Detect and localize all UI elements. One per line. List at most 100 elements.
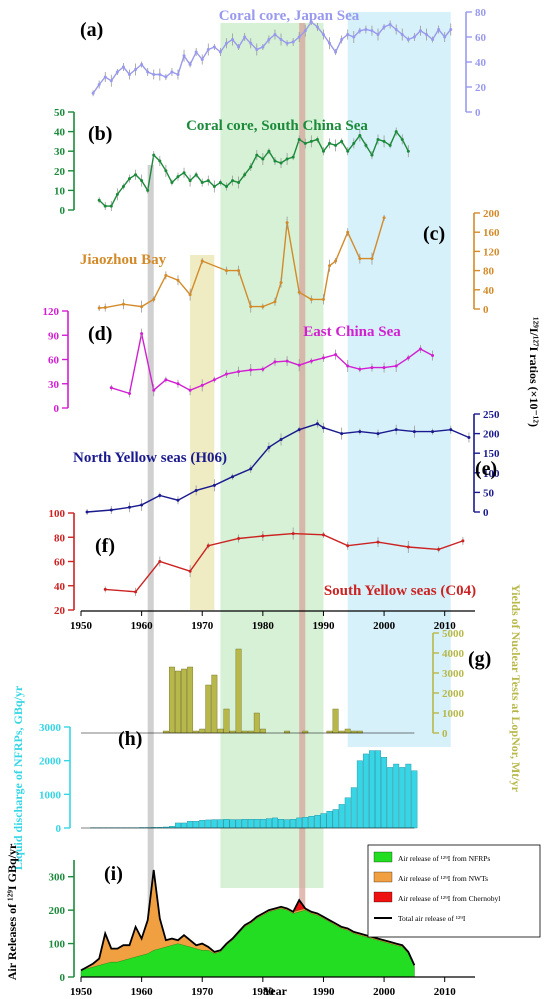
y-tick-label-a: 0 (475, 107, 481, 119)
y-tick-label-g: 1000 (442, 708, 465, 720)
panel-title-c: Jiaozhou Bay (80, 252, 167, 268)
x-tick-label: 1980 (252, 620, 275, 632)
bar-h (344, 797, 351, 829)
data-point-b (370, 153, 374, 157)
bar-h (326, 810, 333, 829)
y-tick-label-a: 60 (475, 32, 487, 44)
data-point-f (437, 547, 441, 551)
y-tick-label-e: 250 (483, 409, 500, 421)
x-tick-label: 2010 (434, 986, 457, 998)
data-point-d (406, 356, 410, 360)
data-point-c (279, 281, 283, 285)
bar-h (181, 822, 187, 829)
data-point-a (212, 45, 216, 49)
data-point-a (340, 38, 344, 41)
data-point-b (364, 143, 368, 147)
data-point-b (382, 139, 386, 143)
data-point-e (297, 428, 301, 432)
y-tick-label-c: 120 (483, 246, 500, 258)
x-tick-label: 1950 (70, 620, 93, 632)
chart-panels: 0204060800102030405004080120160200030609… (5, 7, 523, 998)
y-tick-label-a: 40 (475, 57, 487, 69)
data-point-a (279, 38, 283, 41)
data-point-a (358, 29, 362, 33)
bar-g (187, 666, 194, 734)
data-point-a (182, 54, 186, 58)
data-point-c (164, 273, 168, 277)
data-point-a (431, 38, 435, 41)
data-point-c (140, 305, 144, 309)
data-point-a (255, 48, 259, 51)
data-point-b (121, 184, 125, 188)
data-point-a (109, 79, 113, 83)
data-point-a (303, 29, 307, 33)
highlight-band (220, 23, 324, 888)
data-point-b (206, 179, 210, 183)
data-point-a (364, 28, 368, 31)
data-point-d (152, 388, 156, 392)
data-point-b (224, 184, 228, 188)
data-point-a (200, 58, 204, 61)
data-point-f (134, 590, 138, 594)
data-point-e (267, 445, 271, 449)
x-tick-label: 1960 (131, 986, 154, 998)
data-point-a (231, 38, 235, 41)
data-point-b (158, 159, 162, 163)
data-point-b (285, 157, 289, 161)
y-tick-label-c: 80 (483, 266, 495, 278)
data-point-e (467, 436, 471, 440)
legend-entry: Air release of ¹²⁹I from NWTs (398, 874, 488, 883)
legend-entry-total: Total air release of ¹²⁹I (398, 914, 466, 923)
data-point-e (249, 467, 253, 471)
data-point-e (279, 437, 283, 441)
y-tick-label-g: 4000 (442, 648, 465, 660)
data-point-c (224, 269, 228, 273)
bar-h (223, 819, 230, 829)
data-point-d (164, 378, 168, 382)
y-tick-label-b: 20 (54, 166, 66, 178)
data-point-e (376, 432, 380, 436)
bar-h (314, 815, 321, 829)
data-point-b (243, 173, 247, 177)
y-tick-label-b: 40 (54, 127, 66, 139)
panel-title-e: North Yellow seas (H06) (73, 450, 227, 466)
data-point-a (261, 45, 265, 49)
data-point-d (127, 391, 131, 395)
data-point-e (127, 505, 131, 509)
data-point-a (334, 50, 338, 54)
data-point-c (328, 264, 332, 268)
data-point-b (231, 179, 235, 183)
data-point-f (103, 587, 107, 591)
data-point-a (97, 83, 101, 86)
y-tick-label-f: 80 (54, 532, 66, 544)
bar-h (356, 760, 363, 829)
y-tick-label-h: 0 (56, 823, 62, 835)
data-point-b (182, 171, 186, 175)
data-point-d (382, 366, 386, 370)
data-point-a (394, 28, 398, 31)
series-line-b (98, 130, 409, 207)
bar-h (205, 819, 212, 829)
data-point-d (346, 364, 350, 368)
data-point-a (285, 41, 289, 45)
bar-h (302, 817, 309, 829)
bar-h (362, 753, 369, 829)
y-tick-label-g: 2000 (442, 688, 465, 700)
y-tick-label-g: 0 (442, 728, 448, 740)
data-point-a (400, 33, 404, 36)
bar-h (229, 819, 236, 829)
data-point-b (376, 137, 380, 141)
data-point-a (297, 35, 301, 39)
x-tick-label: 1950 (70, 986, 93, 998)
data-point-b (261, 157, 265, 161)
data-point-a (127, 73, 131, 76)
data-point-a (449, 28, 453, 31)
highlight-band (147, 165, 154, 955)
x-tick-label: 1970 (191, 986, 214, 998)
y-tick-label-g: 3000 (442, 668, 465, 680)
legend-box (367, 844, 541, 938)
bar-h (241, 819, 248, 829)
data-point-b (297, 137, 301, 141)
data-point-c (103, 306, 107, 310)
panel-label-i: (i) (104, 863, 123, 885)
